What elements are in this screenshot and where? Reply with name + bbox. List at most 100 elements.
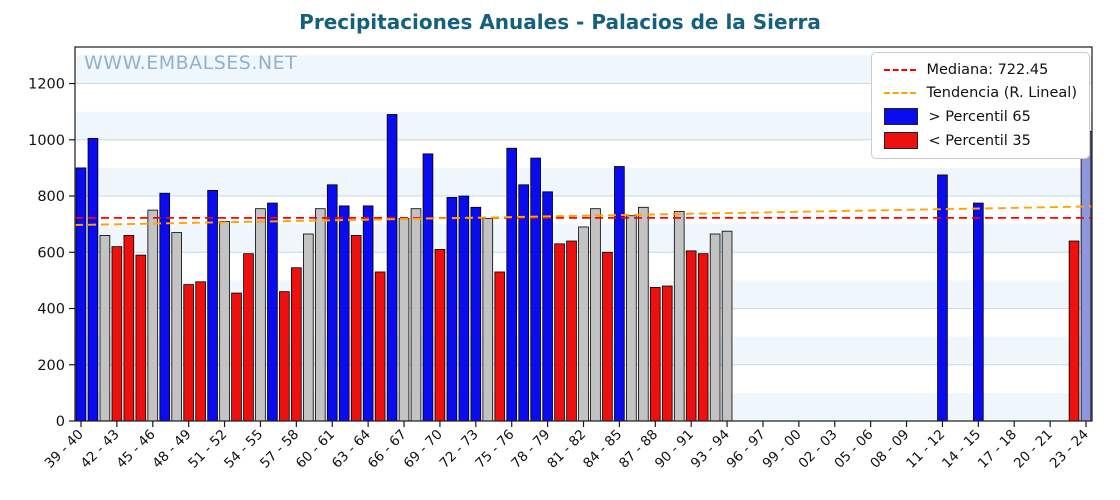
y-tick-label: 600 <box>37 245 65 261</box>
bar-1968 <box>422 153 434 422</box>
bar-1947 <box>171 232 183 422</box>
bar-1975 <box>506 147 518 422</box>
bar-1979 <box>554 243 565 422</box>
x-tick-label: 69 - 70 <box>401 427 446 472</box>
bar-1987 <box>649 287 661 422</box>
x-tick-label: 39 - 40 <box>42 427 87 472</box>
x-tick-label: 93 - 94 <box>688 427 733 472</box>
bar-2011 <box>937 174 948 422</box>
bar-1952 <box>231 292 242 422</box>
x-tick-label: 20 - 21 <box>1011 427 1056 472</box>
bar-1989 <box>673 211 685 422</box>
bar-1977 <box>530 157 541 422</box>
bar-1957 <box>291 267 302 422</box>
x-tick-label: 48 - 49 <box>149 427 194 472</box>
x-tick-label: 02 - 03 <box>795 427 840 472</box>
bar-1982 <box>590 208 601 422</box>
bar-1942 <box>111 246 123 422</box>
bar-1940 <box>87 137 99 422</box>
x-tick-label: 63 - 64 <box>329 427 374 472</box>
background-band <box>75 167 1092 197</box>
bar-1958 <box>303 233 314 422</box>
x-tick-label: 45 - 46 <box>113 427 158 472</box>
bar-1955 <box>267 202 278 422</box>
x-tick-label: 60 - 61 <box>293 427 338 472</box>
x-tick-label: 51 - 52 <box>185 427 230 472</box>
x-tick-label: 11 - 12 <box>903 427 948 472</box>
legend-label: < Percentil 35 <box>928 132 1031 149</box>
percentil35-swatch <box>884 132 919 149</box>
bar-1943 <box>123 235 135 422</box>
bar-1950 <box>207 190 218 422</box>
x-tick-label: 75 - 76 <box>472 427 517 472</box>
bar-1970 <box>446 197 458 422</box>
bar-1959 <box>314 208 326 422</box>
bar-1945 <box>147 209 159 422</box>
bar-1974 <box>494 271 506 422</box>
legend-label: Tendencia (R. Lineal) <box>926 85 1077 101</box>
x-tick-label: 78 - 79 <box>508 427 553 472</box>
bar-1983 <box>602 251 613 422</box>
bar-1967 <box>410 208 422 422</box>
y-tick-label: 200 <box>37 358 65 374</box>
bar-1985 <box>626 215 637 422</box>
bar-1961 <box>338 205 350 422</box>
bar-1963 <box>362 205 374 422</box>
bar-1993 <box>721 230 733 422</box>
bar-1976 <box>518 184 529 422</box>
percentil65-swatch <box>884 108 919 125</box>
x-tick-label: 05 - 06 <box>831 427 876 472</box>
legend-item-trend: Tendencia (R. Lineal) <box>884 85 1077 101</box>
bar-1980 <box>566 240 577 422</box>
legend-item-p65: > Percentil 65 <box>884 108 1077 125</box>
bar-1951 <box>219 220 230 422</box>
bar-2023 <box>1080 130 1092 422</box>
bar-1965 <box>386 114 398 422</box>
y-tick-label: 0 <box>56 414 65 430</box>
bar-1990 <box>685 250 697 422</box>
bar-1939 <box>75 167 87 422</box>
bar-1992 <box>709 233 721 422</box>
chart-title: Precipitaciones Anuales - Palacios de la… <box>299 10 821 34</box>
x-tick-label: 81 - 82 <box>544 427 589 472</box>
legend: Mediana: 722.45 Tendencia (R. Lineal) > … <box>871 52 1090 159</box>
bar-1953 <box>243 253 254 422</box>
x-tick-label: 54 - 55 <box>221 427 266 472</box>
bar-1949 <box>195 281 206 422</box>
bar-1964 <box>374 271 386 422</box>
x-tick-label: 72 - 73 <box>437 427 482 472</box>
y-tick-label: 1200 <box>28 77 65 93</box>
legend-label: > Percentil 65 <box>928 108 1031 125</box>
bar-1973 <box>482 218 494 422</box>
x-tick-label: 14 - 15 <box>939 427 984 472</box>
x-tick-label: 99 - 00 <box>760 427 805 472</box>
x-tick-label: 96 - 97 <box>724 427 769 472</box>
legend-label: Mediana: 722.45 <box>926 62 1049 78</box>
bar-1948 <box>183 284 194 422</box>
x-tick-label: 66 - 67 <box>365 427 410 472</box>
bar-1988 <box>661 285 673 422</box>
bar-1991 <box>697 253 709 422</box>
bar-1962 <box>350 235 362 422</box>
trend-line-swatch <box>884 92 917 94</box>
bar-1966 <box>398 218 410 422</box>
bar-2022 <box>1068 240 1080 422</box>
x-tick-label: 90 - 91 <box>652 427 697 472</box>
bar-1969 <box>434 249 446 422</box>
bar-1986 <box>638 206 649 422</box>
bar-2014 <box>973 202 984 422</box>
y-tick-label: 400 <box>37 302 65 318</box>
watermark: WWW.EMBALSES.NET <box>84 52 298 74</box>
bar-1941 <box>99 235 111 422</box>
bar-1971 <box>458 195 470 422</box>
trend-line <box>74 205 1093 226</box>
x-tick-label: 23 - 24 <box>1047 427 1092 472</box>
bar-1954 <box>255 208 266 422</box>
y-tick-label: 800 <box>37 189 65 205</box>
x-tick-label: 42 - 43 <box>78 427 123 472</box>
bar-1972 <box>470 206 482 422</box>
bar-1984 <box>614 166 625 422</box>
x-tick-label: 57 - 58 <box>257 427 302 472</box>
